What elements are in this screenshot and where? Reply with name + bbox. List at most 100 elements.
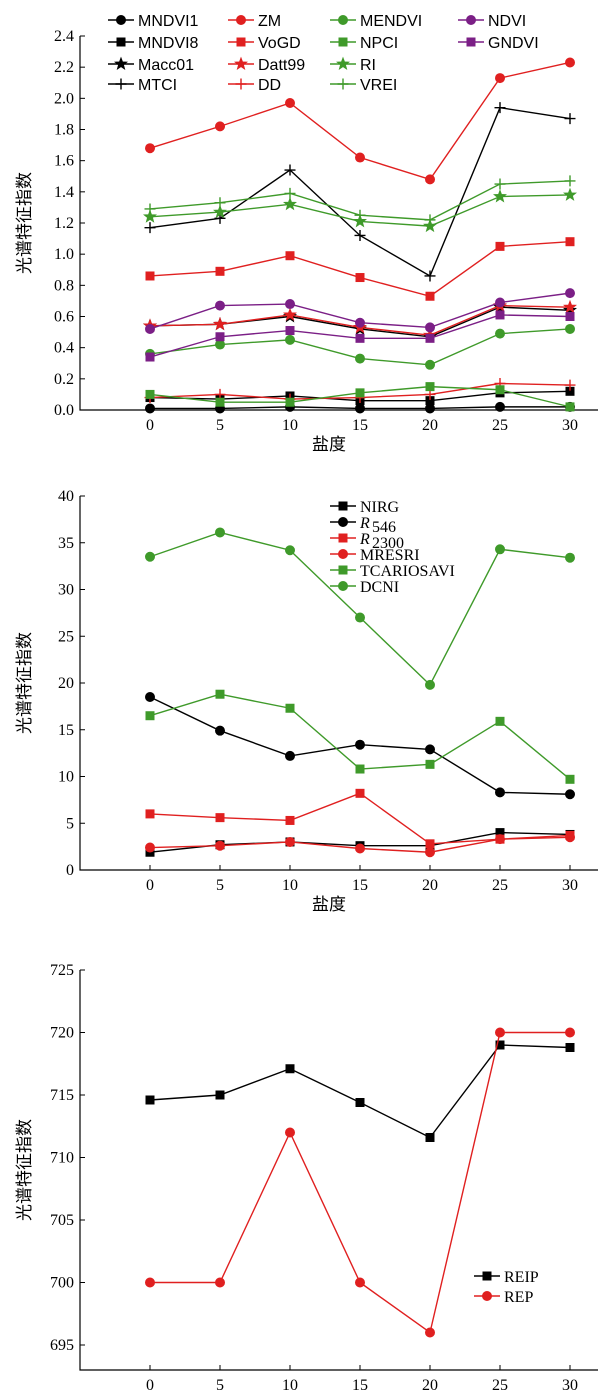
- data-point: [143, 209, 157, 223]
- legend-entry: VoGD: [228, 35, 301, 52]
- legend-label: VREI: [360, 77, 397, 94]
- series-line: [149, 792, 571, 845]
- data-point: [565, 774, 575, 784]
- y-tick-label: 1.4: [54, 184, 74, 201]
- data-point: [284, 187, 296, 199]
- data-point: [213, 204, 227, 219]
- data-point: [215, 332, 225, 342]
- legend: REIP REP: [474, 1269, 539, 1306]
- y-tick-label: 2.2: [54, 59, 74, 76]
- y-tick-label: 715: [50, 1087, 74, 1104]
- data-point: [425, 382, 435, 392]
- data-point: [355, 353, 365, 364]
- data-point: [144, 203, 156, 215]
- data-point: [355, 317, 365, 328]
- x-tick-label: 15: [352, 1377, 368, 1390]
- x-tick-label: 25: [492, 877, 508, 894]
- legend-marker: [338, 565, 348, 575]
- legend-label: TCARIOSAVI: [360, 563, 455, 580]
- legend-marker: [235, 78, 247, 90]
- data-point: [355, 333, 365, 343]
- x-tick-label: 5: [216, 1377, 224, 1390]
- data-point: [215, 689, 225, 699]
- y-tick-label: 15: [58, 722, 74, 739]
- data-point: [215, 397, 225, 407]
- x-tick-label: 0: [146, 1377, 154, 1390]
- legend-label: DD: [258, 77, 281, 94]
- series-vrei: [144, 175, 576, 226]
- data-point: [425, 403, 435, 414]
- data-point: [354, 229, 366, 241]
- y-tick-label: 0.4: [54, 340, 74, 357]
- data-point: [145, 403, 155, 414]
- legend-entry: MENDVI: [330, 13, 422, 30]
- legend-marker: [336, 56, 350, 70]
- y-tick-label: 720: [50, 1025, 74, 1042]
- legend-label: R: [359, 515, 370, 532]
- data-point: [425, 322, 435, 333]
- data-point: [285, 1064, 295, 1074]
- data-point: [285, 299, 295, 310]
- data-point: [424, 214, 436, 226]
- legend-entry: REIP: [474, 1269, 539, 1286]
- data-point: [355, 612, 365, 623]
- x-tick-label: 5: [216, 417, 224, 434]
- legend-marker: [466, 37, 476, 47]
- data-point: [215, 1090, 225, 1100]
- y-tick-label: 40: [58, 488, 74, 505]
- data-point: [565, 323, 575, 334]
- legend-label: ZM: [258, 13, 281, 30]
- data-point: [424, 270, 436, 282]
- data-point: [145, 1277, 155, 1288]
- legend-label: RI: [360, 57, 376, 74]
- y-tick-label: 0: [66, 862, 74, 879]
- data-point: [145, 389, 155, 399]
- series-mresri: [145, 832, 575, 858]
- x-tick-label: 25: [492, 417, 508, 434]
- data-point: [283, 196, 297, 211]
- legend-entry: MRESRI: [330, 547, 420, 564]
- data-point: [495, 385, 505, 395]
- legend-entry: GNDVI: [458, 35, 539, 52]
- y-tick-label: 0.0: [54, 402, 74, 419]
- legend-entry: ZM: [228, 13, 281, 30]
- x-tick-label: 20: [422, 877, 438, 894]
- legend-label: DCNI: [360, 579, 399, 596]
- legend-label: GNDVI: [488, 35, 539, 52]
- data-point: [145, 352, 155, 362]
- y-tick-label: 0.6: [54, 309, 74, 326]
- data-point: [565, 402, 575, 412]
- data-point: [565, 789, 575, 800]
- y-tick-label: 2.4: [54, 28, 74, 45]
- data-point: [495, 716, 505, 726]
- x-tick-label: 10: [282, 1377, 298, 1390]
- legend-entry: VREI: [330, 77, 397, 94]
- y-tick-label: 35: [58, 535, 74, 552]
- x-tick-label: 20: [422, 1377, 438, 1390]
- legend-entry: NPCI: [330, 35, 398, 52]
- legend-marker: [338, 581, 348, 591]
- legend-marker: [338, 15, 348, 25]
- legend-marker: [338, 517, 348, 527]
- legend-entry: TCARIOSAVI: [330, 563, 455, 580]
- legend-subscript: 546: [372, 519, 396, 536]
- series-rep: [145, 1027, 575, 1338]
- series-zm: [145, 57, 575, 185]
- y-tick-label: 25: [58, 628, 74, 645]
- y-tick-label: 30: [58, 582, 74, 599]
- data-point: [495, 241, 505, 251]
- data-point: [145, 1095, 155, 1105]
- legend-entry: R 2300: [330, 531, 404, 552]
- data-point: [495, 787, 505, 798]
- y-tick-label: 1.8: [54, 122, 74, 139]
- data-point: [285, 251, 295, 261]
- data-point: [353, 214, 367, 228]
- legend-entry: DCNI: [330, 579, 399, 596]
- data-point: [285, 750, 295, 761]
- legend-entry: R 546: [330, 515, 396, 536]
- data-point: [425, 1133, 435, 1142]
- data-point: [495, 544, 505, 555]
- data-point: [283, 307, 297, 321]
- series-line: [149, 1044, 571, 1139]
